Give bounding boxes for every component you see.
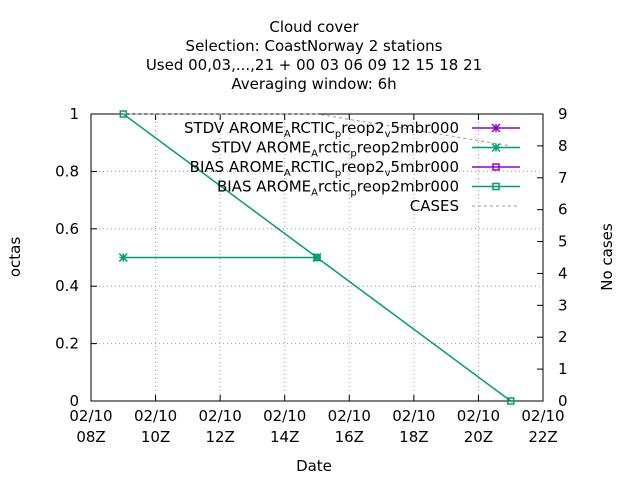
- legend-text-part: rctic: [318, 139, 350, 157]
- x-tick-time: 10Z: [141, 428, 170, 446]
- x-tick-date: 02/10: [457, 407, 500, 425]
- y2-axis-label: No cases: [598, 223, 616, 291]
- legend-text-part: 5mbr000: [391, 119, 459, 137]
- legend-text-part: p: [350, 149, 356, 160]
- legend-text-part: reop2mbr000: [357, 139, 459, 157]
- legend-text-part: A: [311, 149, 318, 160]
- legend-label-3: BIAS AROMEArcticpreop2mbr000: [217, 178, 459, 199]
- legend-marker-3: [492, 182, 500, 191]
- data-point-1: [118, 252, 128, 263]
- y-tick-label: 0.6: [55, 220, 79, 238]
- data-point-3: [313, 253, 321, 262]
- legend-text-part: reop2: [341, 158, 384, 176]
- legend-text-part: CASES: [410, 197, 459, 215]
- x-tick-date: 02/10: [521, 407, 564, 425]
- y2-tick-label: 6: [558, 201, 568, 219]
- legend-text-part: p: [335, 168, 341, 179]
- legend-text-part: p: [350, 188, 356, 199]
- y2-tick-label: 9: [558, 105, 568, 123]
- series-layer: [118, 110, 515, 405]
- title-line: Used 00,03,...,21 + 00 03 06 09 12 15 18…: [146, 56, 482, 74]
- x-tick-time: 12Z: [205, 428, 234, 446]
- y2-tick-label: 2: [558, 328, 568, 346]
- y-tick-label: 0.4: [55, 277, 79, 295]
- y-tick-label: 1: [69, 105, 79, 123]
- x-tick-date: 02/10: [328, 407, 371, 425]
- x-tick-time: 14Z: [270, 428, 299, 446]
- x-tick-time: 20Z: [464, 428, 493, 446]
- y2-tick-label: 4: [558, 264, 568, 282]
- grid-lines: [91, 114, 543, 401]
- x-tick-time: 16Z: [335, 428, 364, 446]
- legend-text-part: RCTIC: [291, 119, 335, 137]
- legend-text-part: reop2mbr000: [357, 178, 459, 196]
- legend-text-part: rctic: [318, 178, 350, 196]
- y2-tick-label: 7: [558, 169, 568, 187]
- legend-label-1: STDV AROMEArcticpreop2mbr000: [211, 139, 459, 160]
- legend-text-part: STDV AROME: [211, 139, 311, 157]
- title-line: Averaging window: 6h: [231, 75, 396, 93]
- data-point-3: [506, 397, 515, 405]
- x-tick-time: 18Z: [399, 428, 428, 446]
- x-tick-date: 02/10: [199, 407, 242, 425]
- legend-marker-2: [492, 163, 500, 171]
- legend-text-part: p: [335, 129, 341, 140]
- legend-text-part: BIAS AROME: [217, 178, 311, 196]
- legend-text-part: A: [311, 188, 318, 199]
- axes: 0 0.2 0.4 0.6 0.8 1 0 1 2 3 4 5 6 7 8 9 02/10 08Z 02/10 10Z…: [55, 105, 567, 446]
- legend-text-part: v: [385, 168, 391, 179]
- legend-marker-0: [491, 123, 501, 133]
- legend-text-part: BIAS AROME: [190, 158, 284, 176]
- legend-text-part: v: [385, 129, 391, 140]
- title-line: Selection: CoastNorway 2 stations: [186, 37, 443, 55]
- legend-label-4: CASES: [410, 197, 459, 215]
- x-axis-label: Date: [296, 457, 332, 475]
- x-tick-time: 08Z: [76, 428, 105, 446]
- y-tick-label: 0.2: [55, 335, 79, 353]
- legend-text-part: RCTIC: [291, 158, 335, 176]
- series-line-3: [122, 113, 512, 402]
- x-tick-date: 02/10: [392, 407, 435, 425]
- y-tick-label: 0.8: [55, 162, 79, 180]
- y2-tick-label: 8: [558, 137, 568, 155]
- y2-tick-label: 0: [558, 392, 568, 410]
- legend-label-2: BIAS AROMEARCTICpreop2v5mbr000: [190, 158, 459, 179]
- y2-tick-label: 5: [558, 233, 568, 251]
- x-tick-date: 02/10: [69, 407, 112, 425]
- legend-text-part: A: [284, 168, 291, 179]
- x-tick-time: 22Z: [528, 428, 557, 446]
- y-axis-label: octas: [6, 237, 24, 277]
- legend-text-part: 5mbr000: [391, 158, 459, 176]
- y2-tick-label: 1: [558, 360, 568, 378]
- x-tick-date: 02/10: [263, 407, 306, 425]
- title-line: Cloud cover: [269, 18, 359, 36]
- legend-text-part: STDV AROME: [184, 119, 284, 137]
- legend-text-part: A: [284, 129, 291, 140]
- y-tick-label: 0: [69, 392, 79, 410]
- legend-label-0: STDV AROMEARCTICpreop2v5mbr000: [184, 119, 459, 140]
- y2-tick-label: 3: [558, 296, 568, 314]
- series-line-4: [123, 113, 511, 147]
- legend-text-part: reop2: [341, 119, 384, 137]
- x-tick-date: 02/10: [134, 407, 177, 425]
- legend-marker-1: [491, 142, 501, 153]
